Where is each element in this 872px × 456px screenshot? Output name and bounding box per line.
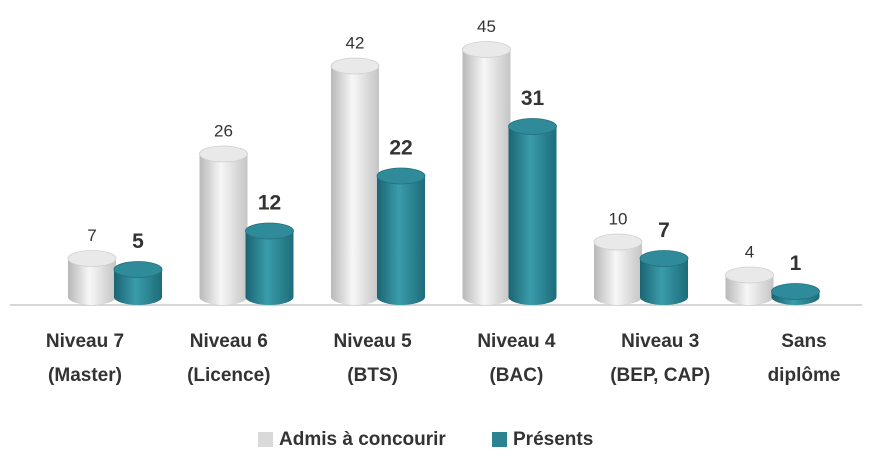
bar (114, 269, 162, 305)
x-tick-label: (BTS) (347, 365, 398, 386)
bar (594, 242, 642, 305)
bar (640, 258, 688, 305)
x-tick-label: Sans (781, 331, 826, 352)
bar (462, 49, 511, 305)
value-label: 1 (790, 252, 802, 275)
x-tick-label: diplôme (768, 365, 841, 386)
x-tick-label: Niveau 4 (477, 331, 556, 352)
x-tick-label: Niveau 5 (334, 331, 413, 352)
bar (245, 231, 294, 305)
bar-top (462, 41, 511, 58)
value-label: 5 (132, 230, 144, 253)
bar-top (376, 167, 426, 185)
x-tick-label: (Master) (48, 365, 122, 386)
legend-swatch (258, 432, 273, 447)
value-label: 22 (389, 137, 412, 160)
value-label: 7 (87, 226, 96, 245)
value-label: 10 (609, 209, 628, 228)
bar (725, 275, 774, 305)
value-label: 45 (477, 17, 496, 36)
legend-label: Présents (513, 429, 593, 450)
bar-top (593, 233, 643, 251)
bar-top (725, 266, 774, 284)
x-tick-label: (BAC) (489, 365, 543, 386)
bar-top (67, 250, 117, 267)
bar-top (199, 145, 248, 163)
legend-label: Admis à concourir (279, 429, 446, 450)
bar-top (508, 118, 557, 135)
bar (377, 176, 425, 305)
value-label: 31 (521, 87, 545, 110)
bar-top (245, 222, 294, 240)
bar (331, 66, 379, 305)
x-tick-label: Niveau 3 (621, 331, 699, 352)
value-label: 7 (658, 219, 670, 242)
x-tick-label: (BEP, CAP) (610, 365, 710, 386)
x-tick-label: Niveau 7 (46, 331, 124, 352)
bar (199, 154, 248, 305)
bar (68, 258, 116, 305)
legend-swatch (492, 432, 507, 447)
bar-top (113, 261, 163, 278)
bar-top (771, 283, 820, 300)
value-label: 4 (745, 242, 754, 261)
bar (508, 126, 557, 305)
bar-top (330, 57, 380, 75)
x-tick-label: Niveau 6 (190, 331, 268, 352)
x-tick-label: (Licence) (187, 365, 270, 386)
value-label: 12 (258, 192, 281, 215)
value-label: 42 (346, 33, 365, 52)
value-label: 26 (214, 121, 233, 140)
bar-top (639, 250, 689, 267)
